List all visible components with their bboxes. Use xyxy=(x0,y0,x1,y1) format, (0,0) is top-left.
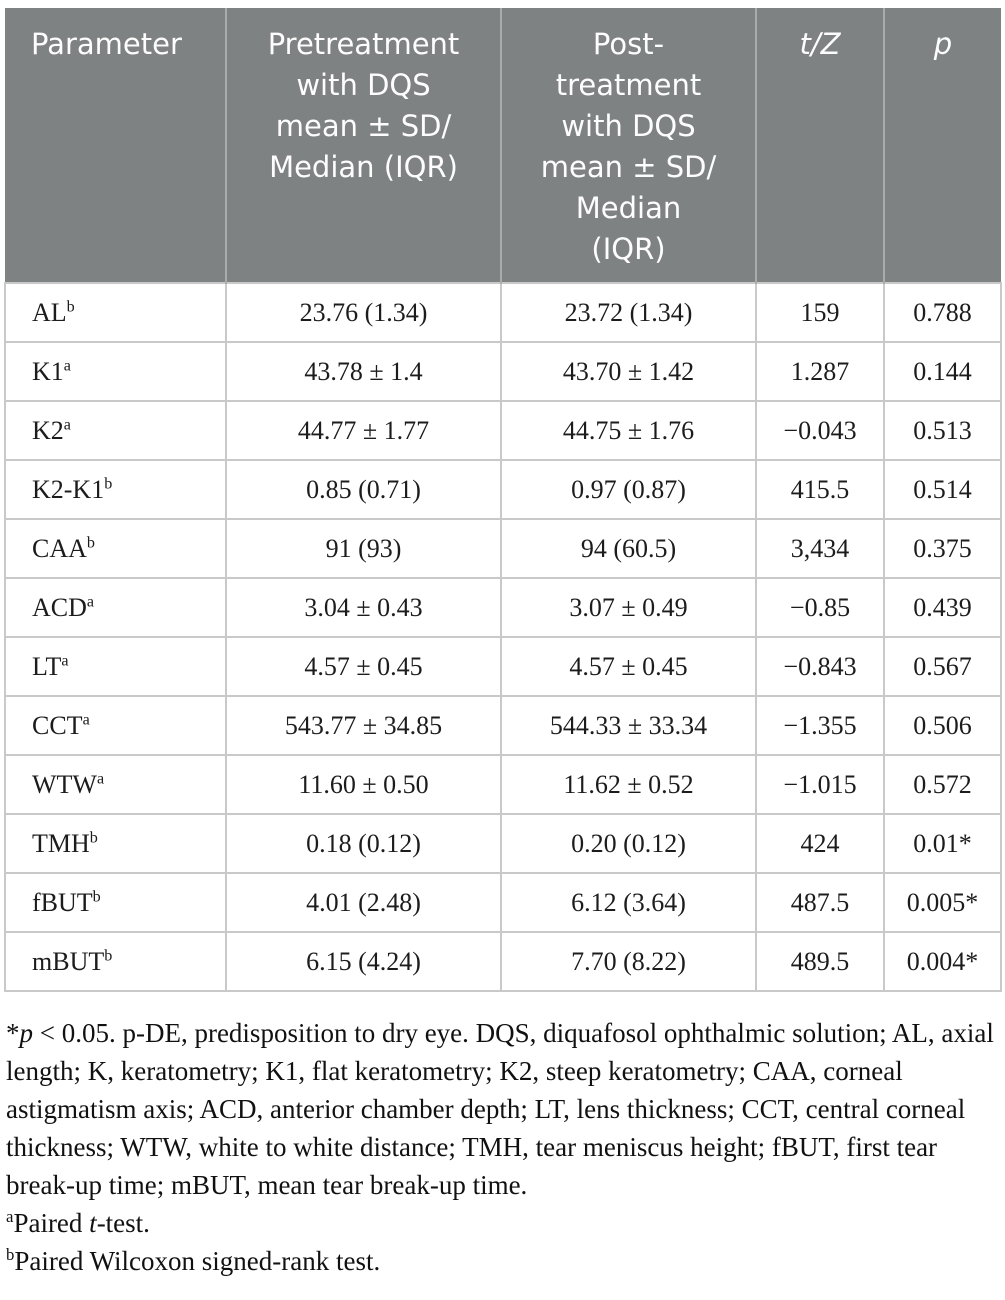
pretreatment-cell: 91 (93) xyxy=(225,518,502,579)
pretreatment-cell: 6.15 (4.24) xyxy=(225,931,502,992)
posttreatment-cell: 0.20 (0.12) xyxy=(500,813,757,874)
test-superscript: a xyxy=(63,416,71,434)
test-superscript: b xyxy=(86,534,95,552)
parameter-cell: ACDa xyxy=(4,577,227,638)
tz-cell: −1.355 xyxy=(755,695,885,756)
test-superscript: a xyxy=(82,711,90,729)
p-cell: 0.506 xyxy=(883,695,1002,756)
table-row: TMHb 0.18 (0.12) 0.20 (0.12) 424 0.01* xyxy=(4,813,1002,874)
tz-cell: −0.043 xyxy=(755,400,885,461)
tz-cell: 3,434 xyxy=(755,518,885,579)
pretreatment-cell: 11.60 ± 0.50 xyxy=(225,754,502,815)
table-row: K1a 43.78 ± 1.4 43.70 ± 1.42 1.287 0.144 xyxy=(4,341,1002,402)
p-cell: 0.004* xyxy=(883,931,1002,992)
tz-cell: 487.5 xyxy=(755,872,885,933)
footnote-wilcoxon-test: bPaired Wilcoxon signed-rank test. xyxy=(6,1245,381,1276)
p-cell: 0.567 xyxy=(883,636,1002,697)
statistics-table: Parameter Pretreatment with DQS mean ± S… xyxy=(4,8,1002,992)
footnotes: *p < 0.05. p-DE, predisposition to dry e… xyxy=(4,1014,1000,1280)
posttreatment-cell: 44.75 ± 1.76 xyxy=(500,400,757,461)
table-row: ALb 23.76 (1.34) 23.72 (1.34) 159 0.788 xyxy=(4,282,1002,343)
posttreatment-cell: 23.72 (1.34) xyxy=(500,282,757,343)
column-header-parameter: Parameter xyxy=(5,8,227,283)
footnote-paired-t-test: aPaired t-test. xyxy=(6,1207,150,1238)
posttreatment-cell: 6.12 (3.64) xyxy=(500,872,757,933)
test-superscript: b xyxy=(89,829,98,847)
table-row: mBUTb 6.15 (4.24) 7.70 (8.22) 489.5 0.00… xyxy=(4,931,1002,992)
test-superscript: a xyxy=(63,357,71,375)
test-superscript: b xyxy=(104,947,113,965)
table-row: LTa 4.57 ± 0.45 4.57 ± 0.45 −0.843 0.567 xyxy=(4,636,1002,697)
tz-cell: 489.5 xyxy=(755,931,885,992)
pretreatment-cell: 0.18 (0.12) xyxy=(225,813,502,874)
table-row: K2a 44.77 ± 1.77 44.75 ± 1.76 −0.043 0.5… xyxy=(4,400,1002,461)
p-cell: 0.514 xyxy=(883,459,1002,520)
p-cell: 0.513 xyxy=(883,400,1002,461)
pretreatment-cell: 3.04 ± 0.43 xyxy=(225,577,502,638)
posttreatment-cell: 7.70 (8.22) xyxy=(500,931,757,992)
tz-cell: −0.843 xyxy=(755,636,885,697)
posttreatment-cell: 94 (60.5) xyxy=(500,518,757,579)
pretreatment-cell: 4.01 (2.48) xyxy=(225,872,502,933)
table-body: ALb 23.76 (1.34) 23.72 (1.34) 159 0.788 … xyxy=(4,282,1002,992)
parameter-cell: K2-K1b xyxy=(4,459,227,520)
table-row: CAAb 91 (93) 94 (60.5) 3,434 0.375 xyxy=(4,518,1002,579)
test-superscript: b xyxy=(92,888,101,906)
column-header-tz: t/Z xyxy=(756,8,885,283)
posttreatment-cell: 11.62 ± 0.52 xyxy=(500,754,757,815)
parameter-cell: K1a xyxy=(4,341,227,402)
table-header: Parameter Pretreatment with DQS mean ± S… xyxy=(5,8,1001,283)
parameter-cell: CCTa xyxy=(4,695,227,756)
table-row: WTWa 11.60 ± 0.50 11.62 ± 0.52 −1.015 0.… xyxy=(4,754,1002,815)
p-cell: 0.788 xyxy=(883,282,1002,343)
pretreatment-cell: 4.57 ± 0.45 xyxy=(225,636,502,697)
tz-cell: 1.287 xyxy=(755,341,885,402)
table-row: ACDa 3.04 ± 0.43 3.07 ± 0.49 −0.85 0.439 xyxy=(4,577,1002,638)
parameter-cell: fBUTb xyxy=(4,872,227,933)
test-superscript: a xyxy=(61,652,69,670)
tz-cell: −0.85 xyxy=(755,577,885,638)
p-cell: 0.144 xyxy=(883,341,1002,402)
parameter-cell: CAAb xyxy=(4,518,227,579)
table-row: CCTa 543.77 ± 34.85 544.33 ± 33.34 −1.35… xyxy=(4,695,1002,756)
pretreatment-cell: 44.77 ± 1.77 xyxy=(225,400,502,461)
table-row: K2-K1b 0.85 (0.71) 0.97 (0.87) 415.5 0.5… xyxy=(4,459,1002,520)
posttreatment-cell: 0.97 (0.87) xyxy=(500,459,757,520)
p-cell: 0.005* xyxy=(883,872,1002,933)
posttreatment-cell: 43.70 ± 1.42 xyxy=(500,341,757,402)
tz-cell: 415.5 xyxy=(755,459,885,520)
p-cell: 0.375 xyxy=(883,518,1002,579)
p-cell: 0.439 xyxy=(883,577,1002,638)
p-cell: 0.572 xyxy=(883,754,1002,815)
pretreatment-cell: 23.76 (1.34) xyxy=(225,282,502,343)
parameter-cell: TMHb xyxy=(4,813,227,874)
tz-cell: 424 xyxy=(755,813,885,874)
test-superscript: a xyxy=(96,770,105,788)
parameter-cell: K2a xyxy=(4,400,227,461)
table-row: fBUTb 4.01 (2.48) 6.12 (3.64) 487.5 0.00… xyxy=(4,872,1002,933)
tz-cell: −1.015 xyxy=(755,754,885,815)
column-header-posttreatment: Post- treatment with DQS mean ± SD/ Medi… xyxy=(501,8,757,283)
test-superscript: a xyxy=(86,593,95,611)
column-header-pretreatment: Pretreatment with DQS mean ± SD/ Median … xyxy=(226,8,502,283)
pretreatment-cell: 43.78 ± 1.4 xyxy=(225,341,502,402)
p-cell: 0.01* xyxy=(883,813,1002,874)
parameter-cell: mBUTb xyxy=(4,931,227,992)
test-superscript: b xyxy=(104,475,113,493)
parameter-cell: LTa xyxy=(4,636,227,697)
posttreatment-cell: 4.57 ± 0.45 xyxy=(500,636,757,697)
posttreatment-cell: 3.07 ± 0.49 xyxy=(500,577,757,638)
footnote-significance: *p < 0.05. p-DE, predisposition to dry e… xyxy=(6,1018,994,1200)
pretreatment-cell: 0.85 (0.71) xyxy=(225,459,502,520)
test-superscript: b xyxy=(66,298,75,316)
tz-cell: 159 xyxy=(755,282,885,343)
pretreatment-cell: 543.77 ± 34.85 xyxy=(225,695,502,756)
column-header-p: p xyxy=(884,8,1001,283)
parameter-cell: WTWa xyxy=(4,754,227,815)
posttreatment-cell: 544.33 ± 33.34 xyxy=(500,695,757,756)
table-header-row: Parameter Pretreatment with DQS mean ± S… xyxy=(5,8,1001,283)
parameter-cell: ALb xyxy=(4,282,227,343)
